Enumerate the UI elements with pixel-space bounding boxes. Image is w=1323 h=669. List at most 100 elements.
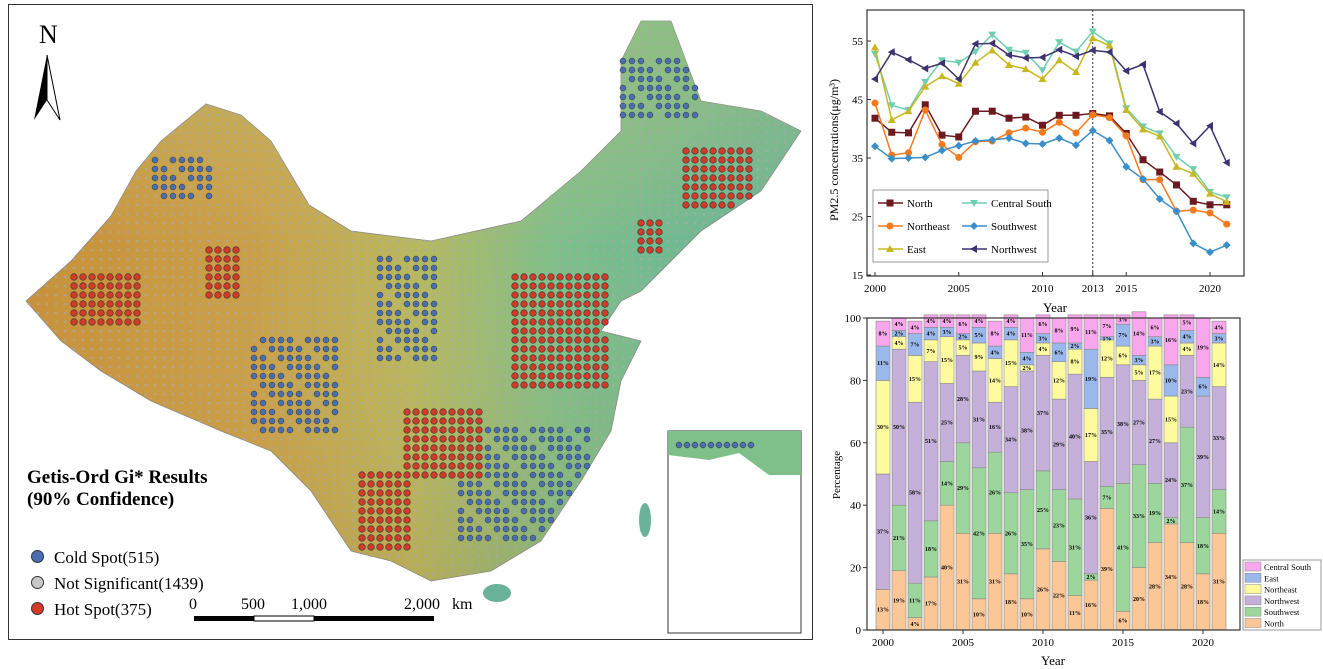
not-significant-dot xyxy=(63,275,67,279)
not-significant-dot xyxy=(369,365,373,369)
not-significant-dot xyxy=(486,401,490,405)
not-significant-dot xyxy=(459,275,463,279)
hot-spot-dot xyxy=(592,354,600,362)
not-significant-dot xyxy=(315,293,319,297)
not-significant-dot xyxy=(387,410,391,414)
not-significant-dot xyxy=(171,356,175,360)
not-significant-dot xyxy=(324,500,328,504)
not-significant-dot xyxy=(153,338,157,342)
not-significant-dot xyxy=(198,140,202,144)
hot-spot-dot xyxy=(79,318,87,326)
not-significant-dot xyxy=(351,419,355,423)
not-significant-dot xyxy=(576,482,580,486)
cold-spot-dot xyxy=(574,444,582,452)
data-point xyxy=(1089,111,1097,119)
not-significant-dot xyxy=(603,230,607,234)
not-significant-dot xyxy=(180,347,184,351)
hot-spot-dot xyxy=(691,147,699,155)
not-significant-dot xyxy=(774,158,778,162)
hot-spot-dot xyxy=(412,471,420,479)
not-significant-dot xyxy=(36,302,40,306)
data-point xyxy=(1088,46,1096,55)
legend-swatch xyxy=(1244,561,1262,572)
not-significant-dot xyxy=(288,185,292,189)
not-significant-dot xyxy=(603,149,607,153)
cold-spot-dot xyxy=(484,489,492,497)
cold-spot-dot xyxy=(538,498,546,506)
x-tick-label: 2010 xyxy=(1032,637,1055,649)
not-significant-dot xyxy=(306,212,310,216)
hot-spot-dot xyxy=(97,273,105,281)
cold-spot-dot xyxy=(430,282,438,290)
cold-spot-dot xyxy=(304,426,312,434)
not-significant-dot xyxy=(333,239,337,243)
not-significant-dot xyxy=(144,311,148,315)
not-significant-dot xyxy=(342,329,346,333)
not-significant-dot xyxy=(495,329,499,333)
data-point xyxy=(971,48,980,56)
hot-spot-dot xyxy=(79,273,87,281)
not-significant-dot xyxy=(270,401,274,405)
not-significant-dot xyxy=(423,545,427,549)
x-axis-label: Year xyxy=(1041,653,1066,668)
not-significant-dot xyxy=(252,293,256,297)
not-significant-dot xyxy=(342,509,346,513)
not-significant-dot xyxy=(486,248,490,252)
not-significant-dot xyxy=(207,383,211,387)
cold-spot-dot xyxy=(295,354,303,362)
hot-spot-dot xyxy=(358,543,366,551)
cold-spot-dot xyxy=(331,363,339,371)
data-point xyxy=(1005,51,1012,60)
data-point xyxy=(1088,28,1097,36)
not-significant-dot xyxy=(369,356,373,360)
cold-spot-dot xyxy=(268,426,276,434)
data-point xyxy=(1206,209,1214,217)
cold-spot-dot xyxy=(313,363,321,371)
not-significant-dot xyxy=(612,149,616,153)
data-label: 27% xyxy=(1149,439,1161,445)
hot-spot-dot xyxy=(736,174,744,182)
not-significant-dot xyxy=(351,257,355,261)
not-significant-dot xyxy=(360,374,364,378)
not-significant-dot xyxy=(171,293,175,297)
hot-spot-dot xyxy=(556,273,564,281)
hot-spot-dot xyxy=(565,309,573,317)
hot-spot-dot xyxy=(385,525,393,533)
not-significant-dot xyxy=(153,284,157,288)
not-significant-dot xyxy=(387,392,391,396)
cold-spot-dot xyxy=(628,75,636,83)
not-significant-dot xyxy=(180,275,184,279)
not-significant-dot xyxy=(216,419,220,423)
not-significant-dot xyxy=(63,329,67,333)
not-significant-dot xyxy=(666,131,670,135)
not-significant-dot xyxy=(369,284,373,288)
not-significant-dot xyxy=(486,230,490,234)
hot-spot-dot xyxy=(547,336,555,344)
not-significant-dot xyxy=(630,176,634,180)
hot-spot-dot xyxy=(547,372,555,380)
hot-spot-dot xyxy=(367,498,375,506)
not-significant-dot xyxy=(477,284,481,288)
not-significant-dot xyxy=(180,374,184,378)
not-significant-dot xyxy=(234,392,238,396)
not-significant-dot xyxy=(648,140,652,144)
not-significant-dot xyxy=(225,239,229,243)
not-significant-dot xyxy=(558,257,562,261)
cold-spot-dot xyxy=(502,516,510,524)
not-significant-dot xyxy=(459,563,463,567)
data-label: 37% xyxy=(1181,483,1193,489)
data-point xyxy=(1021,139,1030,148)
hot-spot-dot xyxy=(511,354,519,362)
hot-spot-dot xyxy=(574,282,582,290)
not-significant-dot xyxy=(657,23,661,27)
not-significant-dot xyxy=(288,446,292,450)
not-significant-dot xyxy=(324,491,328,495)
not-significant-dot xyxy=(405,374,409,378)
cold-spot-dot xyxy=(529,498,537,506)
cold-spot-dot xyxy=(376,291,384,299)
not-significant-dot xyxy=(279,158,283,162)
not-significant-dot xyxy=(747,122,751,126)
not-significant-dot xyxy=(558,194,562,198)
not-significant-dot xyxy=(639,284,643,288)
hot-spot-dot xyxy=(745,183,753,191)
